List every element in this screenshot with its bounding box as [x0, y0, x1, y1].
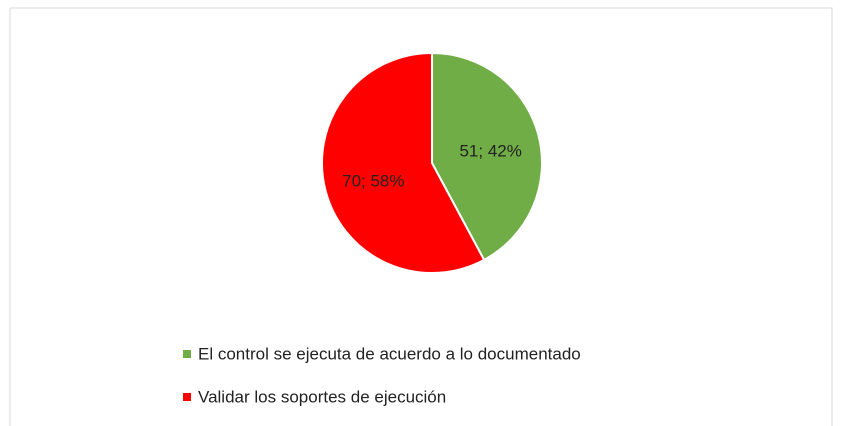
data-label: 51; 42%: [459, 142, 521, 161]
legend-swatch: [183, 393, 191, 401]
data-label: 70; 58%: [342, 171, 404, 190]
pie-slice: [431, 51, 543, 262]
legend-label: El control se ejecuta de acuerdo a lo do…: [198, 344, 581, 363]
legend-label: Validar los soportes de ejecución: [198, 387, 446, 406]
legend-swatch: [183, 350, 191, 358]
pie-slice: [321, 51, 486, 274]
